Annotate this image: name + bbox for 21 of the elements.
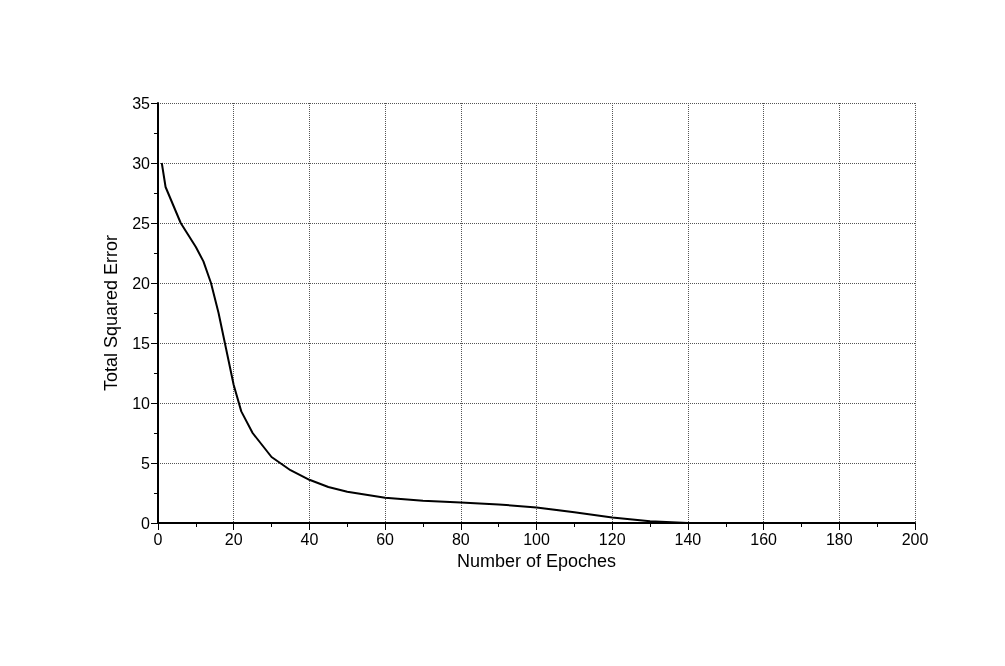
x-axis-title: Number of Epoches bbox=[456, 550, 617, 571]
x-tick-label: 100 bbox=[523, 530, 550, 548]
y-tick-label: 10 bbox=[132, 394, 151, 412]
y-tick-label: 0 bbox=[141, 514, 151, 532]
x-tick-label: 0 bbox=[153, 530, 163, 548]
x-tick-label: 20 bbox=[224, 530, 243, 548]
y-tick-label: 35 bbox=[132, 94, 151, 112]
x-tick-label: 40 bbox=[300, 530, 319, 548]
y-tick-label: 15 bbox=[132, 334, 151, 352]
y-tick-label: 30 bbox=[132, 154, 151, 172]
x-tick-label: 200 bbox=[901, 530, 929, 548]
y-axis-title: Total Squared Error bbox=[101, 234, 121, 392]
y-tick-label: 20 bbox=[132, 274, 151, 292]
x-tick-label: 120 bbox=[598, 530, 626, 548]
y-tick-label: 25 bbox=[132, 214, 151, 232]
x-tick-label: 140 bbox=[674, 530, 702, 548]
x-tick-label: 60 bbox=[376, 530, 395, 548]
x-tick-label: 80 bbox=[451, 530, 470, 548]
x-tick-label: 160 bbox=[750, 530, 778, 548]
x-tick-label: 180 bbox=[825, 530, 853, 548]
y-tick-label: 5 bbox=[141, 454, 151, 472]
